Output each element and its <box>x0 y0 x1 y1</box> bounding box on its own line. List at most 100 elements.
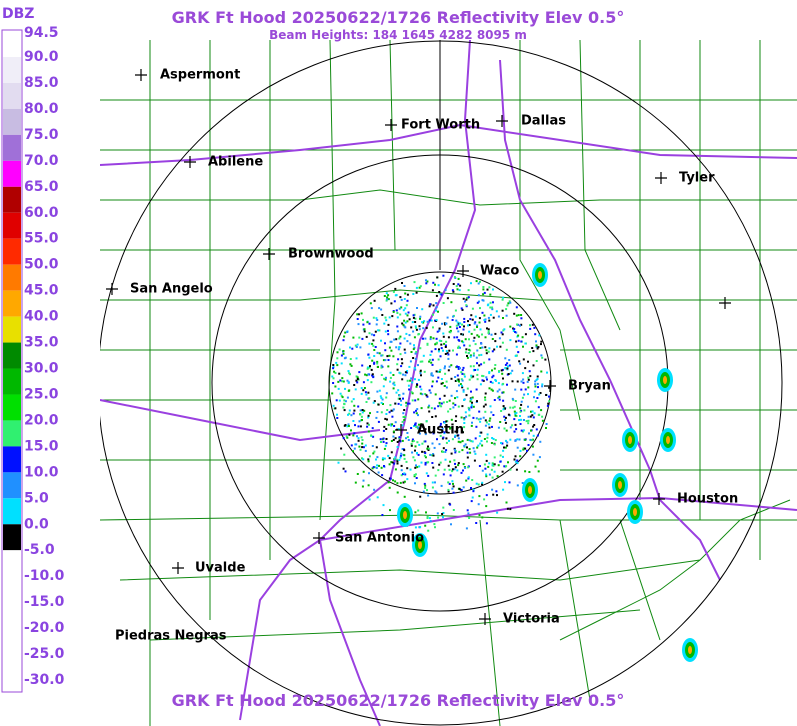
radar-echo <box>422 490 425 493</box>
radar-echo <box>468 348 471 351</box>
radar-echo <box>382 359 385 362</box>
radar-echo <box>414 368 417 371</box>
radar-echo <box>512 399 515 402</box>
radar-echo <box>409 468 412 471</box>
radar-echo <box>414 422 417 425</box>
radar-echo <box>502 488 505 491</box>
radar-echo <box>476 378 479 381</box>
radar-echo <box>418 423 420 426</box>
radar-echo <box>476 324 479 327</box>
radar-echo <box>494 379 497 381</box>
radar-echo <box>475 356 478 359</box>
radar-echo <box>387 359 390 361</box>
radar-echo <box>430 361 433 364</box>
radar-echo <box>346 425 349 428</box>
radar-echo <box>431 374 434 377</box>
radar-echo <box>431 416 434 418</box>
radar-echo <box>447 410 450 413</box>
radar-echo <box>489 405 492 408</box>
radar-echo <box>396 458 399 461</box>
radar-echo <box>413 475 416 478</box>
radar-echo <box>463 375 466 378</box>
radar-echo <box>398 346 401 349</box>
radar-echo <box>420 461 423 464</box>
radar-echo <box>530 410 532 413</box>
radar-echo <box>540 340 543 343</box>
radar-echo <box>349 358 352 360</box>
radar-echo <box>457 330 460 333</box>
radar-echo <box>524 470 527 473</box>
radar-echo <box>438 463 441 466</box>
radar-echo <box>486 304 489 307</box>
radar-echo <box>514 354 517 357</box>
radar-echo <box>461 323 464 326</box>
radar-echo <box>534 380 537 383</box>
radar-echo <box>418 443 421 446</box>
radar-echo <box>464 443 467 446</box>
radar-echo <box>466 387 469 390</box>
radar-echo <box>469 451 472 454</box>
radar-echo <box>413 344 415 347</box>
radar-echo <box>461 379 464 382</box>
radar-echo <box>419 495 422 498</box>
radar-echo <box>442 349 444 352</box>
radar-echo <box>445 380 448 383</box>
radar-echo <box>474 437 477 440</box>
radar-echo <box>404 351 407 354</box>
radar-echo <box>468 338 470 341</box>
radar-echo <box>442 401 445 404</box>
radar-echo <box>499 345 502 348</box>
radar-echo <box>380 397 383 399</box>
radar-echo <box>481 346 484 349</box>
radar-echo <box>336 417 339 419</box>
radar-echo <box>535 360 538 362</box>
radar-echo <box>452 402 455 405</box>
radar-echo <box>398 307 401 310</box>
radar-echo <box>421 321 424 324</box>
radar-echo <box>458 450 461 453</box>
radar-echo <box>352 434 355 437</box>
radar-echo <box>396 462 399 465</box>
radar-echo <box>406 402 409 405</box>
radar-echo <box>530 429 532 432</box>
radar-echo <box>360 392 363 395</box>
radar-echo <box>409 342 412 345</box>
radar-echo <box>485 459 488 462</box>
radar-echo <box>416 426 419 429</box>
radar-echo <box>426 320 429 323</box>
radar-echo <box>478 514 481 517</box>
radar-echo <box>383 465 385 467</box>
radar-echo <box>501 341 504 344</box>
radar-echo <box>521 482 524 484</box>
radar-echo <box>441 322 444 325</box>
radar-echo <box>482 288 485 291</box>
radar-echo <box>411 438 414 441</box>
radar-echo <box>472 490 475 493</box>
radar-echo <box>476 334 479 337</box>
radar-echo <box>480 342 483 345</box>
radar-echo <box>457 440 460 443</box>
radar-echo <box>413 425 415 427</box>
city-marker <box>313 532 325 544</box>
radar-echo <box>369 365 371 368</box>
radar-echo <box>400 469 403 472</box>
radar-echo <box>393 425 396 427</box>
radar-echo <box>431 454 433 457</box>
radar-echo <box>428 389 431 392</box>
legend-swatch <box>3 82 21 109</box>
radar-echo <box>468 378 471 381</box>
radar-echo <box>436 438 438 441</box>
radar-echo <box>481 374 484 377</box>
radar-echo <box>438 327 441 330</box>
radar-echo <box>451 426 454 429</box>
radar-echo <box>445 449 448 452</box>
radar-echo <box>434 526 436 529</box>
radar-echo <box>469 354 472 357</box>
radar-echo <box>450 418 453 421</box>
radar-echo <box>443 322 446 325</box>
radar-echo <box>509 301 512 304</box>
radar-echo <box>399 313 402 316</box>
radar-echo <box>439 368 442 371</box>
radar-echo <box>535 340 537 343</box>
radar-echo <box>505 501 508 504</box>
